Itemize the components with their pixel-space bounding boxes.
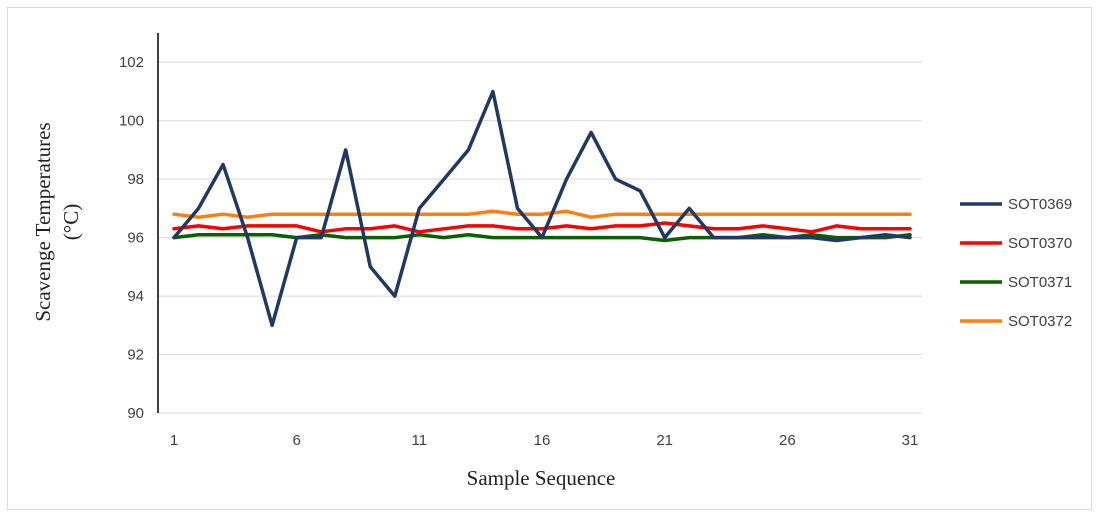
- legend-label-sot0371: SOT0371: [1008, 274, 1072, 291]
- y-axis-title-unit: (°C): [59, 204, 83, 240]
- series-line-sot0372: [172, 209, 912, 219]
- y-tick-label: 98: [127, 171, 144, 188]
- x-tick-label: 6: [292, 432, 300, 449]
- y-tick-label: 100: [119, 113, 144, 130]
- y-tick-labels: 90 92 94 96 98 100 102: [119, 54, 144, 422]
- legend-label-sot0370: SOT0370: [1008, 235, 1072, 252]
- series-line-sot0369: [172, 89, 912, 328]
- chart-frame: [7, 7, 1092, 510]
- y-tick-label: 96: [127, 230, 144, 247]
- x-tick-label: 26: [779, 432, 796, 449]
- legend: SOT0369 SOT0370 SOT0371 SOT0372: [960, 196, 1072, 330]
- y-tick-label: 102: [119, 54, 144, 71]
- x-axis-title: Sample Sequence: [467, 466, 616, 490]
- x-tick-label: 1: [170, 432, 178, 449]
- x-tick-label: 31: [902, 432, 919, 449]
- x-tick-label: 16: [534, 432, 551, 449]
- series-line-sot0370: [172, 221, 912, 234]
- series-lines: [172, 89, 912, 328]
- x-tick-label: 21: [656, 432, 673, 449]
- legend-label-sot0372: SOT0372: [1008, 313, 1072, 330]
- y-tick-label: 90: [127, 405, 144, 422]
- legend-label-sot0369: SOT0369: [1008, 196, 1072, 213]
- y-axis-title: Scavenge Temperatures: [31, 122, 55, 321]
- x-tick-label: 11: [412, 432, 428, 449]
- y-axis-title-line2: (°C): [59, 204, 83, 240]
- y-axis-title-line1: Scavenge Temperatures: [31, 122, 55, 321]
- x-tick-labels: 1 6 11 16 21 26 31: [170, 432, 919, 449]
- y-tick-label: 94: [127, 288, 144, 305]
- gridlines: [158, 61, 922, 414]
- y-tick-label: 92: [127, 347, 144, 364]
